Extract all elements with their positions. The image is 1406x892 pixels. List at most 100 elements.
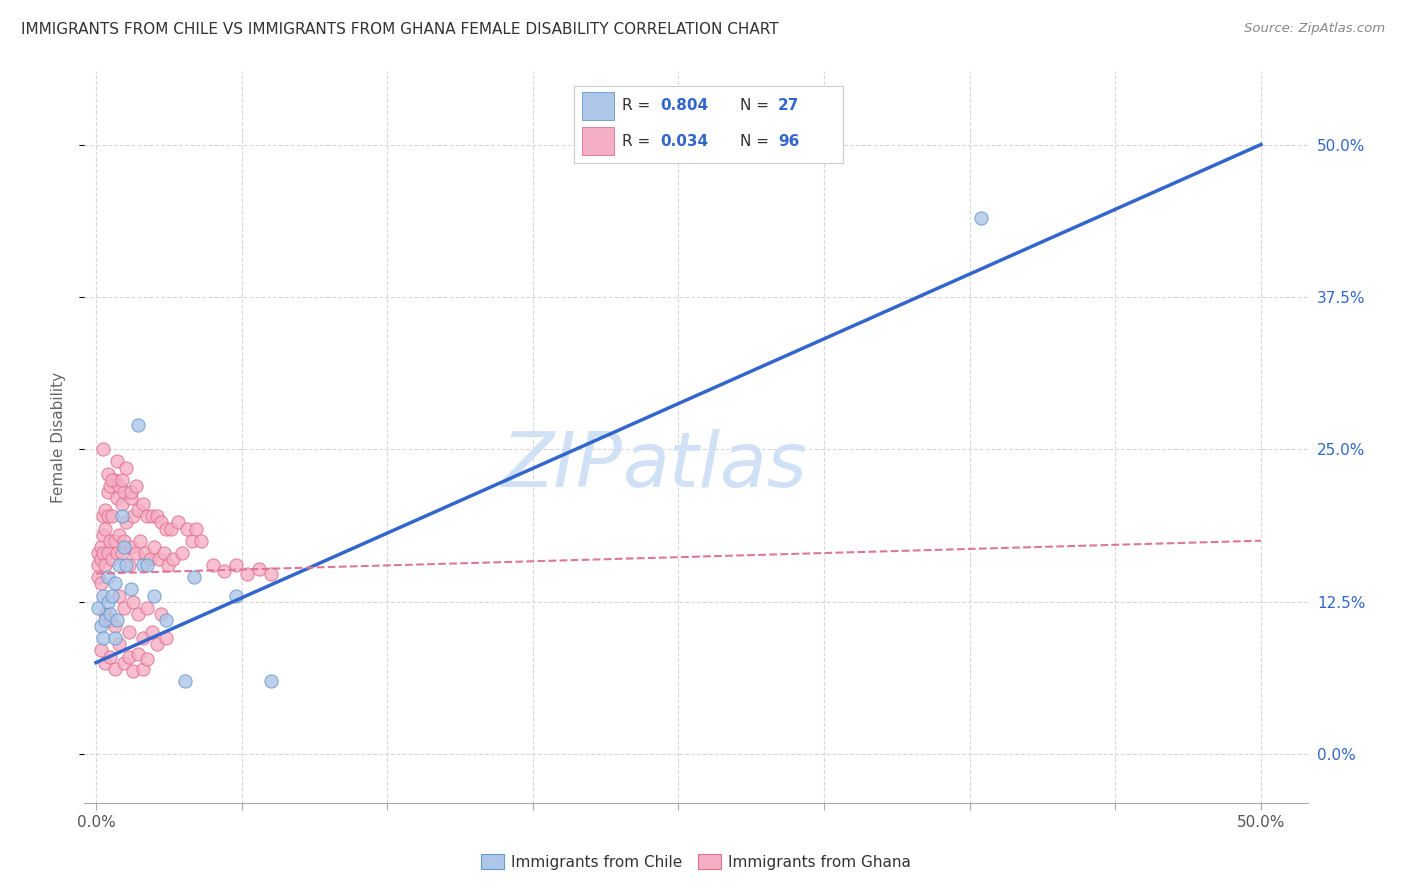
Point xyxy=(90,619,112,633)
Point xyxy=(108,558,131,573)
Point xyxy=(94,656,117,670)
Point xyxy=(104,632,127,646)
Legend: Immigrants from Chile, Immigrants from Ghana: Immigrants from Chile, Immigrants from G… xyxy=(475,847,917,876)
Point xyxy=(115,558,138,573)
Point xyxy=(131,662,153,676)
Point xyxy=(122,509,145,524)
Text: IMMIGRANTS FROM CHILE VS IMMIGRANTS FROM GHANA FEMALE DISABILITY CORRELATION CHA: IMMIGRANTS FROM CHILE VS IMMIGRANTS FROM… xyxy=(21,22,779,37)
Point xyxy=(101,509,124,524)
Point xyxy=(108,479,131,493)
Point xyxy=(145,637,167,651)
Point xyxy=(98,479,121,493)
Point xyxy=(166,516,188,530)
Point xyxy=(134,546,156,560)
Point xyxy=(108,527,131,541)
Point xyxy=(87,546,110,560)
Point xyxy=(127,503,149,517)
Point xyxy=(97,594,120,608)
Point xyxy=(104,619,127,633)
Point xyxy=(98,613,121,627)
Point xyxy=(108,589,131,603)
Point xyxy=(155,632,177,646)
Point xyxy=(117,649,139,664)
Point xyxy=(87,558,110,573)
Point xyxy=(145,509,167,524)
Point xyxy=(94,613,117,627)
Point xyxy=(97,509,120,524)
Point xyxy=(98,533,121,548)
Point xyxy=(138,552,160,566)
Point xyxy=(90,552,112,566)
Point xyxy=(97,570,120,584)
Point xyxy=(105,491,128,505)
Point xyxy=(122,594,145,608)
Text: Source: ZipAtlas.com: Source: ZipAtlas.com xyxy=(1244,22,1385,36)
Point xyxy=(94,521,117,535)
Point xyxy=(131,558,153,573)
Point xyxy=(91,527,114,541)
Point xyxy=(111,546,134,560)
Point xyxy=(136,558,159,573)
Point xyxy=(120,485,142,500)
Point xyxy=(104,473,127,487)
Point xyxy=(225,558,247,573)
Point xyxy=(183,570,205,584)
Point xyxy=(94,558,117,573)
Point xyxy=(127,647,149,661)
Point xyxy=(212,564,235,578)
Point xyxy=(122,664,145,678)
Point xyxy=(148,552,170,566)
Point xyxy=(129,533,152,548)
Point xyxy=(201,558,224,573)
Point xyxy=(150,607,173,621)
Point xyxy=(159,521,181,535)
Y-axis label: Female Disability: Female Disability xyxy=(51,371,66,503)
Point xyxy=(127,607,149,621)
Point xyxy=(136,509,159,524)
Point xyxy=(155,521,177,535)
Point xyxy=(105,613,128,627)
Point xyxy=(101,552,124,566)
Point xyxy=(172,546,194,560)
Point xyxy=(127,417,149,432)
Point xyxy=(970,211,993,225)
Point xyxy=(111,497,134,511)
Point xyxy=(117,625,139,640)
Point xyxy=(94,503,117,517)
Point xyxy=(112,533,135,548)
Point xyxy=(143,540,166,554)
Point xyxy=(104,576,127,591)
Text: atlas: atlas xyxy=(623,429,807,503)
Point xyxy=(101,473,124,487)
Point xyxy=(176,521,198,535)
Point xyxy=(173,673,195,688)
Point xyxy=(111,509,134,524)
Point xyxy=(104,533,127,548)
Point xyxy=(260,673,283,688)
Text: ZIP: ZIP xyxy=(502,429,623,503)
Point xyxy=(157,558,180,573)
Point xyxy=(112,485,135,500)
Point xyxy=(162,552,184,566)
Point xyxy=(124,546,146,560)
Point xyxy=(90,643,112,657)
Point xyxy=(90,576,112,591)
Point xyxy=(87,570,110,584)
Point xyxy=(94,607,117,621)
Point xyxy=(98,607,121,621)
Point xyxy=(236,566,259,581)
Point xyxy=(87,600,110,615)
Point xyxy=(260,566,283,581)
Point xyxy=(120,491,142,505)
Point xyxy=(190,533,212,548)
Point xyxy=(136,600,159,615)
Point xyxy=(97,485,120,500)
Point xyxy=(112,656,135,670)
Point xyxy=(155,613,177,627)
Point xyxy=(112,600,135,615)
Point xyxy=(186,521,208,535)
Point xyxy=(105,546,128,560)
Point xyxy=(152,546,174,560)
Point xyxy=(97,467,120,481)
Point xyxy=(115,516,138,530)
